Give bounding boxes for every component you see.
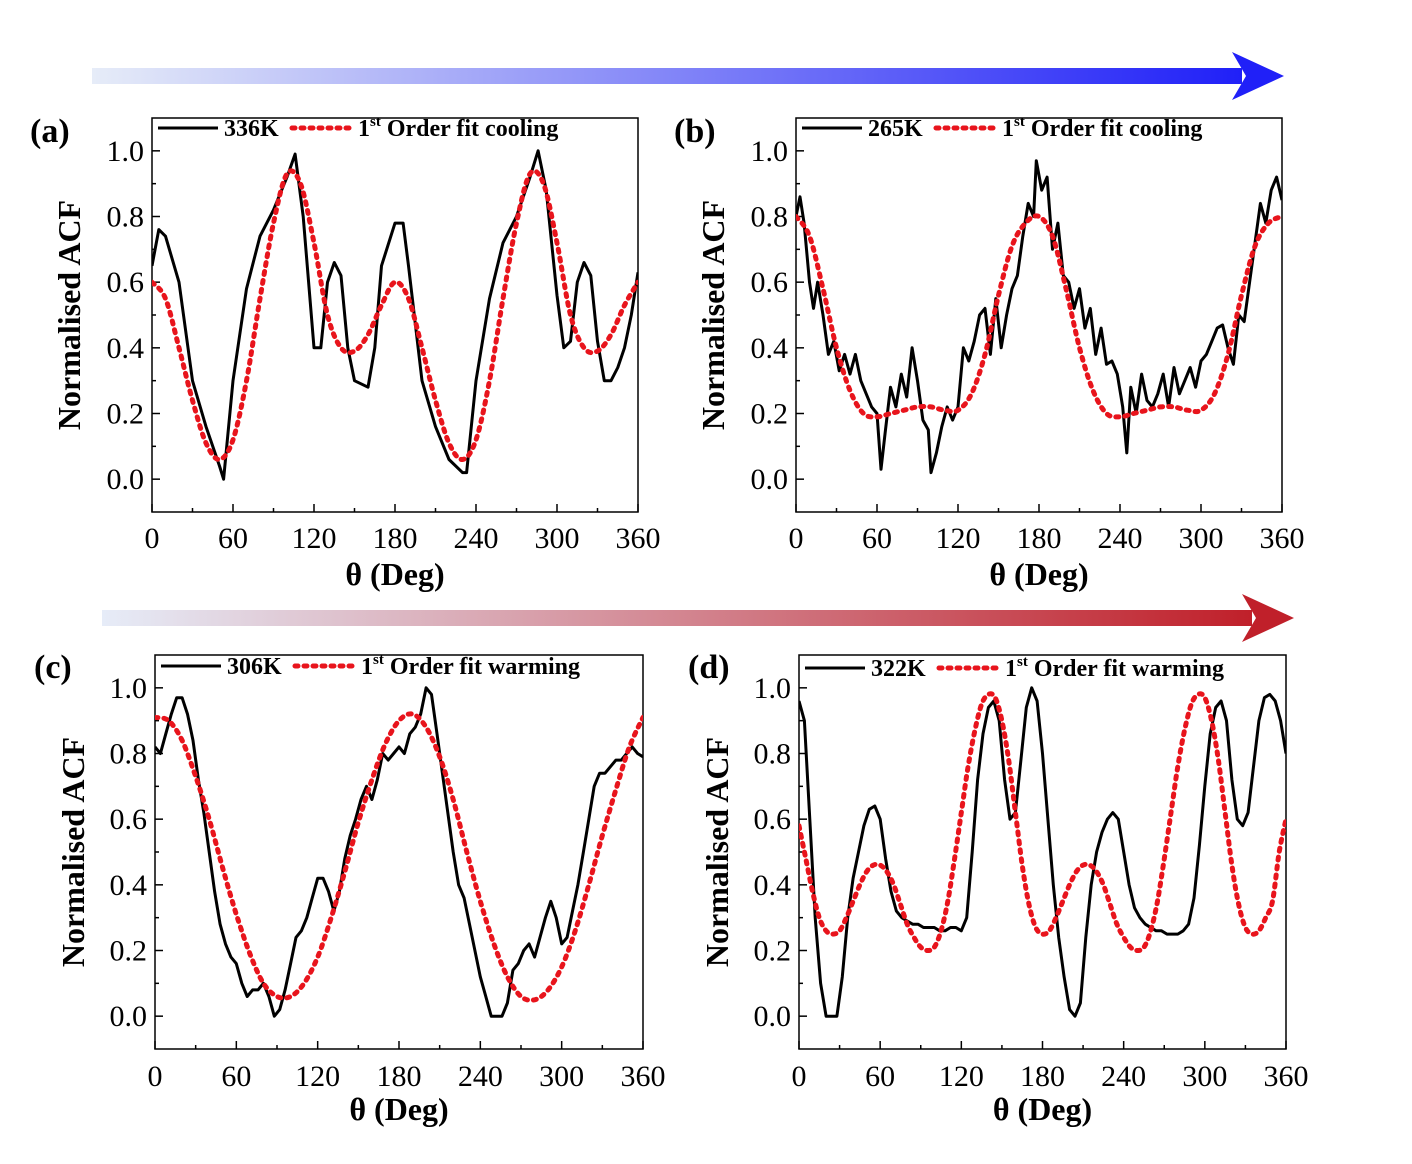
- x-tick-label: 360: [1264, 1060, 1309, 1093]
- y-tick-label: 0.4: [751, 332, 789, 365]
- legend-fit-label: 1st Order fit warming: [361, 652, 580, 680]
- x-tick-label: 120: [939, 1060, 984, 1093]
- y-tick-label: 0.2: [110, 935, 148, 968]
- x-tick-label: 60: [218, 522, 248, 555]
- x-axis-title: θ (Deg): [989, 556, 1088, 592]
- x-tick-label: 60: [221, 1060, 251, 1093]
- y-tick-label: 1.0: [107, 135, 145, 168]
- x-tick-label: 300: [539, 1060, 584, 1093]
- y-axis-title: Normalised ACF: [695, 200, 731, 430]
- x-tick-label: 360: [621, 1060, 666, 1093]
- y-tick-label: 0.4: [754, 869, 792, 902]
- panel-label: (d): [688, 649, 730, 686]
- legend-data-label: 336K: [224, 116, 279, 142]
- y-tick-label: 0.4: [107, 332, 145, 365]
- x-tick-label: 180: [377, 1060, 422, 1093]
- x-tick-label: 60: [865, 1060, 895, 1093]
- x-axis-title: θ (Deg): [345, 556, 444, 592]
- data-series-line: [155, 686, 643, 1018]
- legend-fit-label: 1st Order fit warming: [1005, 654, 1224, 682]
- x-axis-title: θ (Deg): [993, 1091, 1092, 1127]
- panels: 0 60 120 180 240 300 360 0.0 0.2 0.4 0.6 0.8 1.0 θ (D…: [30, 113, 1309, 1127]
- y-tick-label: 0.6: [754, 803, 792, 836]
- fit-series-line: [152, 168, 638, 462]
- y-tick-label: 0.0: [754, 1000, 792, 1033]
- y-tick-label: 0.8: [751, 201, 789, 234]
- legend: 336K 1st Order fit cooling: [158, 114, 558, 142]
- x-tick-label: 300: [1179, 522, 1224, 555]
- y-tick-label: 0.8: [110, 738, 148, 771]
- legend: 306K 1st Order fit warming: [161, 652, 580, 680]
- y-tick-label: 1.0: [110, 672, 148, 705]
- chart-panel-a: 0 60 120 180 240 300 360 0.0 0.2 0.4 0.6 0.8 1.0 θ (D…: [30, 113, 661, 592]
- y-tick-label: 0.0: [107, 463, 145, 496]
- y-axis-title: Normalised ACF: [55, 737, 91, 967]
- y-tick-label: 0.2: [751, 398, 789, 431]
- x-tick-label: 180: [373, 522, 418, 555]
- x-tick-label: 180: [1020, 1060, 1065, 1093]
- y-tick-label: 0.2: [754, 935, 792, 968]
- x-tick-label: 120: [936, 522, 981, 555]
- legend-data-label: 306K: [227, 654, 282, 680]
- legend-data-label: 322K: [871, 656, 926, 682]
- legend-fit-label: 1st Order fit cooling: [358, 114, 558, 142]
- x-tick-label: 60: [862, 522, 892, 555]
- y-tick-label: 0.2: [107, 398, 145, 431]
- chart-panel-d: 0 60 120 180 240 300 360 0.0 0.2 0.4 0.6 0.8 1.0 θ (D…: [688, 649, 1309, 1127]
- data-series-line: [799, 686, 1286, 1018]
- cooling-arrow: [92, 52, 1284, 100]
- y-tick-label: 0.6: [107, 266, 145, 299]
- legend-fit-label: 1st Order fit cooling: [1002, 114, 1202, 142]
- fit-series-line: [799, 691, 1286, 954]
- warming-arrow: [102, 594, 1294, 642]
- y-tick-label: 0.4: [110, 869, 148, 902]
- x-tick-label: 300: [535, 522, 580, 555]
- x-tick-label: 300: [1182, 1060, 1227, 1093]
- x-axis-title: θ (Deg): [349, 1091, 448, 1127]
- x-tick-label: 0: [148, 1060, 163, 1093]
- x-tick-label: 240: [1101, 1060, 1146, 1093]
- y-tick-label: 0.6: [751, 266, 789, 299]
- panel-label: (a): [30, 113, 70, 150]
- legend: 322K 1st Order fit warming: [805, 654, 1224, 682]
- y-axis-title: Normalised ACF: [699, 737, 735, 967]
- fit-series-line: [155, 711, 643, 1003]
- legend-data-label: 265K: [868, 116, 923, 142]
- x-tick-label: 360: [616, 522, 661, 555]
- y-tick-label: 0.0: [751, 463, 789, 496]
- x-tick-label: 360: [1260, 522, 1305, 555]
- y-axis-title: Normalised ACF: [51, 200, 87, 430]
- y-tick-label: 0.0: [110, 1000, 148, 1033]
- y-tick-label: 0.8: [107, 201, 145, 234]
- x-tick-label: 120: [292, 522, 337, 555]
- x-tick-label: 240: [454, 522, 499, 555]
- x-tick-label: 240: [458, 1060, 503, 1093]
- chart-panel-c: 0 60 120 180 240 300 360 0.0 0.2 0.4 0.6 0.8 1.0 θ (D…: [34, 649, 666, 1127]
- panel-label: (c): [34, 649, 72, 686]
- plot-frame: [154, 654, 644, 1050]
- panel-label: (b): [674, 113, 716, 150]
- y-tick-label: 0.8: [754, 738, 792, 771]
- x-tick-label: 0: [789, 522, 804, 555]
- data-series-line: [152, 149, 638, 481]
- x-tick-label: 240: [1098, 522, 1143, 555]
- chart-panel-b: 0 60 120 180 240 300 360 0.0 0.2 0.4 0.6 0.8 1.0 θ (D…: [674, 113, 1305, 592]
- x-tick-label: 0: [145, 522, 160, 555]
- fit-series-line: [796, 213, 1282, 420]
- y-tick-label: 1.0: [751, 135, 789, 168]
- x-tick-label: 0: [792, 1060, 807, 1093]
- data-series-line: [796, 159, 1282, 475]
- x-tick-label: 180: [1017, 522, 1062, 555]
- y-tick-label: 0.6: [110, 803, 148, 836]
- legend: 265K 1st Order fit cooling: [802, 114, 1202, 142]
- x-tick-label: 120: [295, 1060, 340, 1093]
- y-tick-label: 1.0: [754, 672, 792, 705]
